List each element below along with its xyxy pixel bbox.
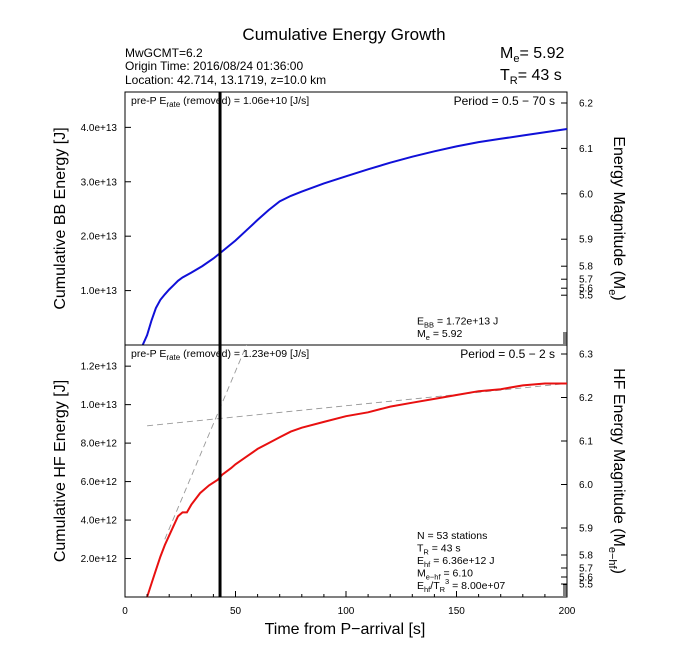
bb-plot-frame <box>124 91 568 346</box>
hf-y-tick-label: 4.0e+12 <box>81 516 118 527</box>
hf-y-axis-label: Cumulative HF Energy [J] <box>52 380 69 562</box>
hf-right-tick-label: 6.0 <box>579 480 593 491</box>
bb-annotation: Me = 5.92 <box>417 328 462 342</box>
bb-right-tick-label: 6.0 <box>579 189 593 200</box>
bb-pre-p-label: pre-P Erate (removed) = 1.06e+10 [J/s] <box>131 95 309 109</box>
bb-right-tick-label: 5.8 <box>579 262 593 273</box>
x-tick-label: 50 <box>230 606 242 617</box>
bb-period-label: Period = 0.5 − 70 s <box>454 94 555 108</box>
hf-plot-frame <box>124 344 568 598</box>
hf-right-tick-label: 5.9 <box>579 524 593 535</box>
hf-right-tick-label: 5.7 <box>579 564 593 575</box>
hf-annotation: Ehf/TR3 = 8.00e+07 <box>417 577 505 594</box>
bb-right-tick-label: 5.6 <box>579 284 593 295</box>
bb-y-tick-label: 2.0e+13 <box>81 232 118 243</box>
summary-tr: TR= 43 s <box>500 67 562 87</box>
x-tick-label: 200 <box>559 606 576 617</box>
bb-right-tick-label: 5.5 <box>579 291 593 302</box>
x-axis-label: Time from P−arrival [s] <box>265 621 426 638</box>
hf-y-tick-label: 8.0e+12 <box>81 439 118 450</box>
hf-y-tick-label: 6.0e+12 <box>81 477 118 488</box>
bb-y-tick-label: 4.0e+13 <box>81 123 118 134</box>
hf-right-axis-label: HF Energy Magnitude (Me−hf) <box>606 368 627 574</box>
bb-y-tick-label: 3.0e+13 <box>81 177 118 188</box>
summary-me: Me= 5.92 <box>500 45 564 65</box>
hf-annotation: N = 53 stations <box>417 530 487 542</box>
x-tick-label: 150 <box>448 606 465 617</box>
bb-right-axis-label: Energy Magnitude (Me) <box>606 136 627 300</box>
bb-energy-series <box>141 128 568 346</box>
hf-right-tick-label: 5.5 <box>579 580 593 591</box>
hf-y-tick-label: 2.0e+12 <box>81 554 118 565</box>
x-tick-label: 0 <box>122 606 128 617</box>
event-location: Location: 42.714, 13.1719, z=10.0 km <box>125 73 326 87</box>
hf-energy-series <box>146 382 567 598</box>
x-tick-label: 100 <box>338 606 355 617</box>
bb-y-axis-label: Cumulative BB Energy [J] <box>52 127 69 309</box>
event-magnitude: MwGCMT=6.2 <box>125 46 203 60</box>
bb-right-tick-label: 5.7 <box>579 275 593 286</box>
bb-right-tick-label: 5.9 <box>579 235 593 246</box>
hf-right-tick-label: 5.6 <box>579 573 593 584</box>
bb-energy-panel: 1.0e+13 2.0e+13 3.0e+13 4.0e+13 6.2 6.1 6.0 5.9… <box>52 91 627 346</box>
hf-y-tick-label: 1.0e+13 <box>81 400 118 411</box>
hf-annotation: TR = 43 s <box>417 543 461 557</box>
x-axis: 0 50 100 150 200 <box>122 591 576 617</box>
hf-y-tick-label: 1.2e+13 <box>81 362 118 373</box>
bb-annotation: EBB = 1.72e+13 J <box>417 316 498 330</box>
hf-right-tick-label: 5.8 <box>579 551 593 562</box>
hf-right-tick-label: 6.2 <box>579 393 593 404</box>
chart-title: Cumulative Energy Growth <box>242 25 445 44</box>
hf-fit-line <box>164 344 247 540</box>
bb-right-tick-label: 6.2 <box>579 99 593 110</box>
hf-pre-p-label: pre-P Erate (removed) = 1.23e+09 [J/s] <box>131 348 309 362</box>
hf-annotation: Me−hf = 6.10 <box>417 568 473 582</box>
hf-right-tick-label: 6.1 <box>579 437 593 448</box>
event-origin-time: Origin Time: 2016/08/24 01:36:00 <box>125 59 303 73</box>
hf-period-label: Period = 0.5 − 2 s <box>460 347 555 361</box>
hf-energy-panel: 2.0e+12 4.0e+12 6.0e+12 8.0e+12 1.0e+13 1.2e+… <box>52 344 627 598</box>
bb-right-tick-label: 6.1 <box>579 144 593 155</box>
bb-y-tick-label: 1.0e+13 <box>81 286 118 297</box>
hf-right-tick-label: 6.3 <box>579 350 593 361</box>
hf-fit-line <box>147 383 568 427</box>
hf-annotation: Ehf = 6.36e+12 J <box>417 555 495 569</box>
